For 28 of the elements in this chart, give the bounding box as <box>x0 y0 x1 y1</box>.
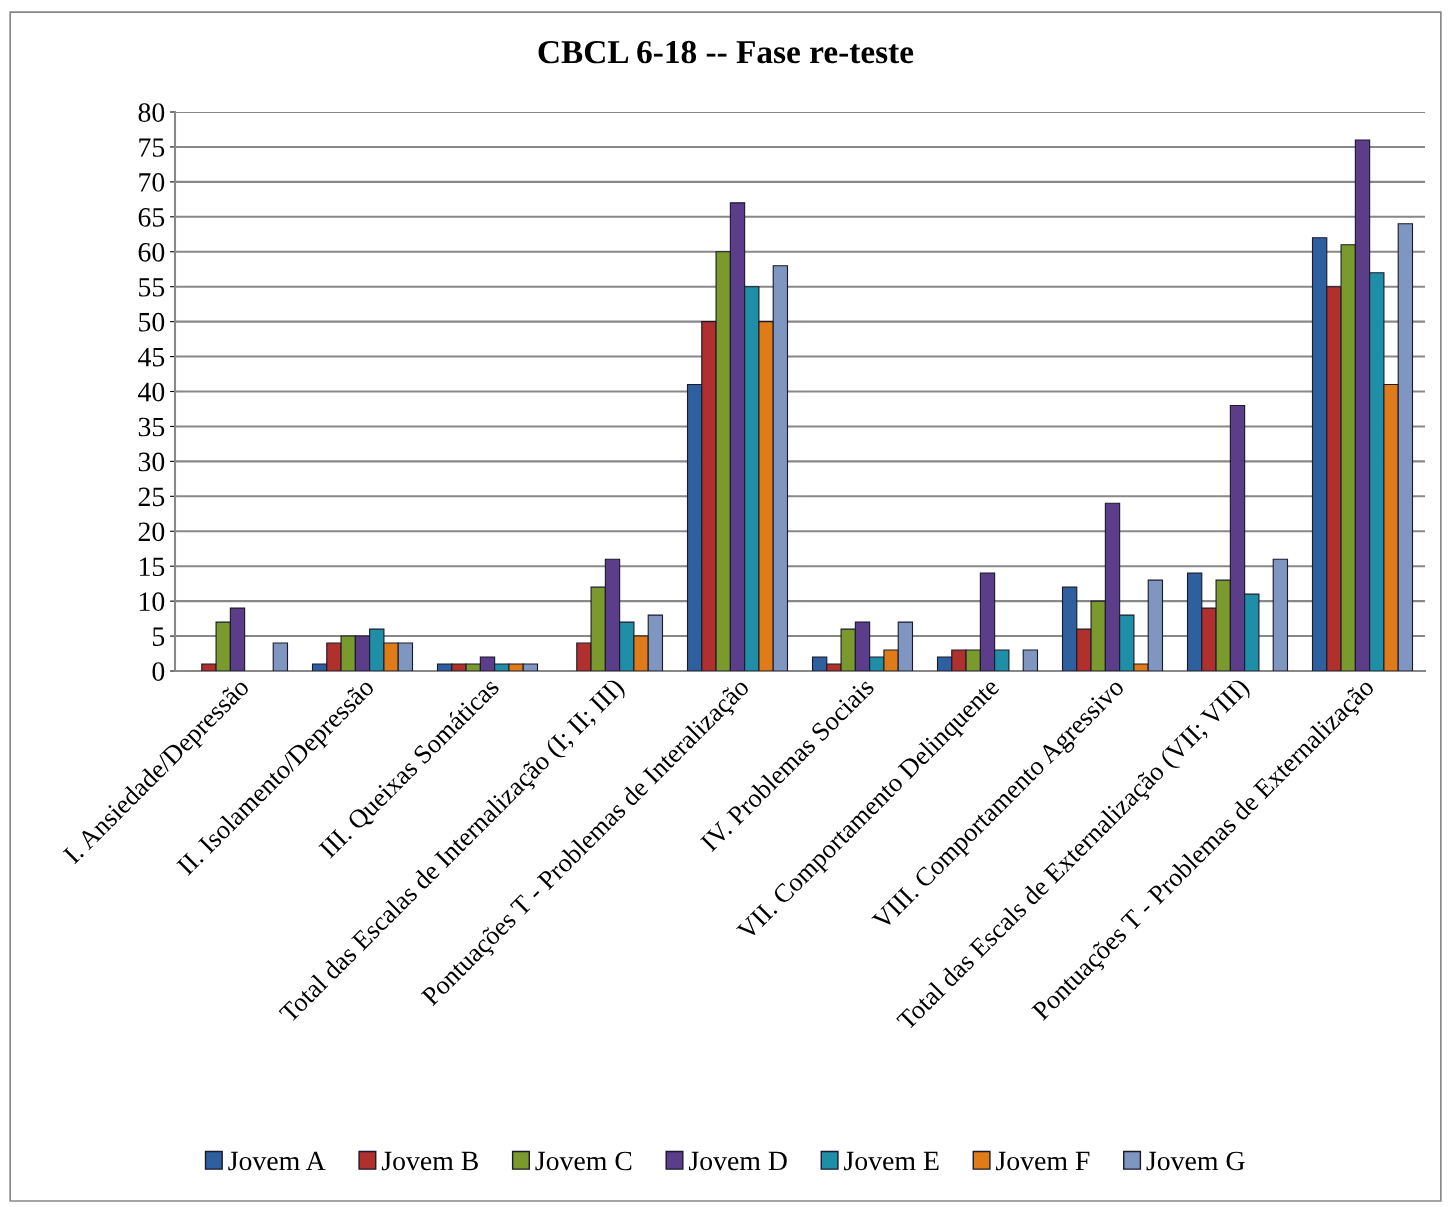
bar <box>1022 649 1039 671</box>
y-tick-label: 45 <box>138 347 165 367</box>
bar <box>272 642 289 671</box>
chart-title: CBCL 6-18 -- Fase re-teste <box>538 40 914 64</box>
legend-label: Jovem C <box>535 1151 632 1171</box>
legend-label: Jovem E <box>844 1151 939 1171</box>
y-tick-label: 35 <box>138 417 165 437</box>
y-tick-label: 20 <box>138 522 165 542</box>
bar <box>1272 558 1289 671</box>
y-tick-label: 5 <box>153 627 165 646</box>
y-tick-label: 60 <box>138 242 165 262</box>
legend-label: Jovem A <box>228 1151 326 1171</box>
legend-label: Jovem G <box>1146 1151 1245 1171</box>
y-tick-label: 70 <box>139 173 165 192</box>
y-tick-label: 65 <box>138 208 165 227</box>
y-tick-label: 55 <box>139 278 165 297</box>
y-tick-label: 50 <box>139 312 165 332</box>
legend-label: Jovem F <box>996 1151 1090 1171</box>
y-tick-label: 10 <box>139 592 165 612</box>
y-tick-label: 15 <box>139 557 165 577</box>
y-tick-label: 40 <box>138 382 165 402</box>
y-tick-label: 75 <box>139 138 165 157</box>
legend-label: Jovem D <box>688 1151 787 1171</box>
y-tick-label: 0 <box>152 662 165 681</box>
y-tick-label: 25 <box>138 487 165 507</box>
y-tick-label: 80 <box>138 103 165 122</box>
y-tick-label: 30 <box>138 452 165 472</box>
legend-label: Jovem B <box>381 1151 478 1171</box>
